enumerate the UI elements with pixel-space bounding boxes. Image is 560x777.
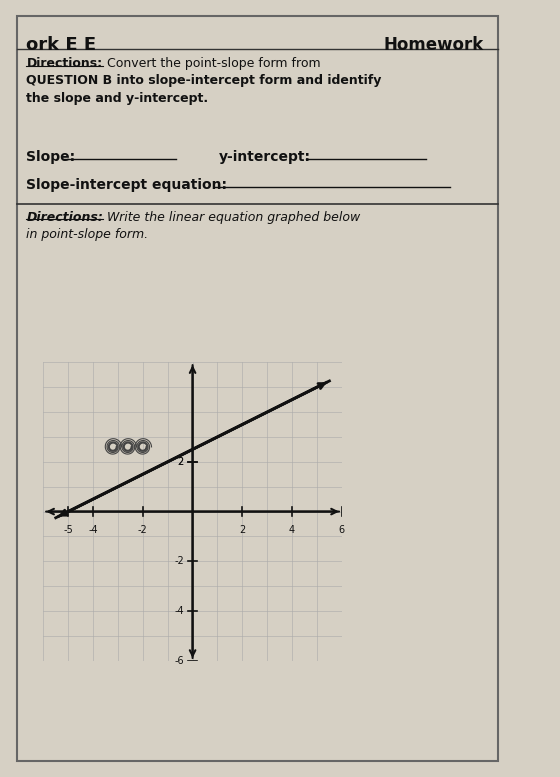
Text: ork E E: ork E E (26, 37, 96, 54)
Text: 6: 6 (339, 525, 345, 535)
Text: in point-slope form.: in point-slope form. (26, 228, 148, 241)
Text: -4: -4 (88, 525, 98, 535)
Text: Write the linear equation graphed below: Write the linear equation graphed below (102, 211, 360, 224)
Text: Homework: Homework (384, 37, 484, 54)
Text: 4: 4 (289, 525, 295, 535)
Text: 2: 2 (178, 457, 184, 467)
Text: Slope:: Slope: (26, 150, 76, 164)
Text: Convert the point-slope form from: Convert the point-slope form from (102, 57, 320, 70)
Text: -5: -5 (63, 525, 73, 535)
Text: 2: 2 (239, 525, 245, 535)
Text: -2: -2 (138, 525, 148, 535)
Text: 2: 2 (178, 457, 184, 467)
Text: Slope-intercept equation:: Slope-intercept equation: (26, 178, 227, 192)
Text: Directions:: Directions: (26, 57, 102, 70)
Text: y-intercept:: y-intercept: (219, 150, 311, 164)
Text: QUESTION B into slope-intercept form and identify: QUESTION B into slope-intercept form and… (26, 75, 382, 88)
Text: -6: -6 (174, 656, 184, 666)
Text: Directions:: Directions: (26, 211, 103, 224)
Text: -4: -4 (174, 606, 184, 616)
Text: the slope and y-intercept.: the slope and y-intercept. (26, 92, 208, 105)
Text: -2: -2 (174, 556, 184, 566)
